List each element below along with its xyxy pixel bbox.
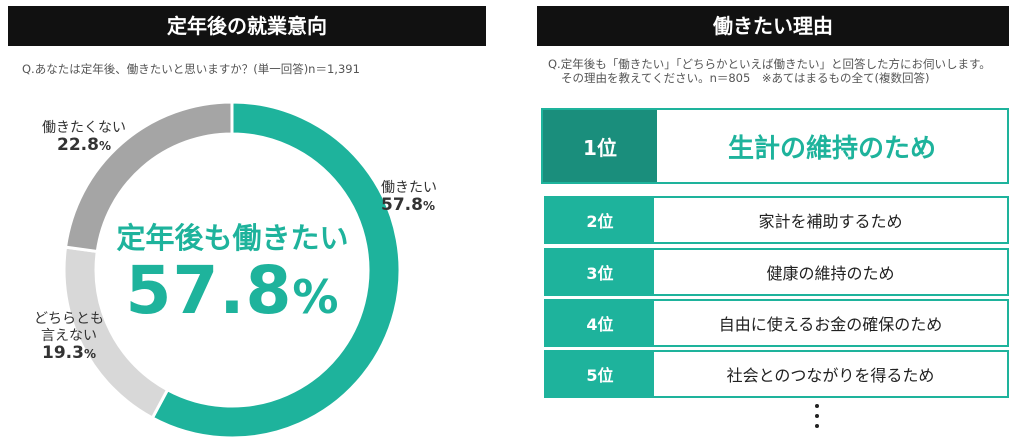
slice-name-line1: どちらとも [34,311,104,327]
slice-label-want-to-work: 働きたい 57.8% [381,180,437,215]
slice-name: 働きたくない [42,120,126,136]
rank-item-4: 4位 自由に使えるお金の確保のため [544,299,1009,347]
right-panel-title: 働きたい理由 [537,6,1009,46]
left-panel-title: 定年後の就業意向 [8,6,486,46]
rank-badge: 5位 [546,352,654,396]
rank-reason: 家計を補助するため [758,212,903,231]
center-number: 57.8 [125,252,293,329]
slice-label-not-want: 働きたくない 22.8% [42,120,126,155]
more-ellipsis-icon [813,404,821,434]
right-question-line2: その理由を教えてください。n＝805 ※あてはまるもの全て(複数回答) [561,71,930,85]
slice-unit: % [422,199,435,213]
rank-reason: 自由に使えるお金の確保のため [718,315,943,334]
center-caption: 定年後も働きたい [116,221,349,255]
slice-name-line2: 言えない [41,328,97,344]
slice-value: 57.8 [381,195,423,215]
center-value: 57.8% [105,252,360,329]
slice-unit: % [98,139,111,153]
slice-unit: % [83,347,96,361]
rank-badge: 3位 [546,250,654,294]
rank-reason: 生計の維持のため [727,133,936,164]
donut-chart [62,100,402,440]
right-question-line1: Q.定年後も「働きたい」「どちらかといえば働きたい」と回答した方にお伺いします。 [548,57,991,71]
donut-slice-2 [63,100,234,254]
slice-value: 22.8 [57,135,99,155]
rank-item-5: 5位 社会とのつながりを得るため [544,350,1009,398]
rank-badge: 4位 [546,301,654,345]
slice-label-undecided: どちらとも 言えない 19.3% [34,311,104,363]
rank-reason: 健康の維持のため [766,264,895,283]
rank-badge: 2位 [546,198,654,242]
rank-item-2: 2位 家計を補助するため [544,196,1009,244]
rank-item-1: 1位 生計の維持のため [541,108,1009,184]
rank-reason: 社会とのつながりを得るため [726,366,935,385]
center-unit: % [292,270,340,324]
slice-value: 19.3 [42,343,84,363]
donut-slice-0 [150,100,402,440]
left-question: Q.あなたは定年後、働きたいと思いますか？(単一回答)n＝1,391 [22,62,360,76]
slice-name: 働きたい [381,180,437,196]
right-question: Q.定年後も「働きたい」「どちらかといえば働きたい」と回答した方にお伺いします。… [548,57,991,85]
rank-item-3: 3位 健康の維持のため [544,248,1009,296]
rank-badge: 1位 [543,110,657,182]
